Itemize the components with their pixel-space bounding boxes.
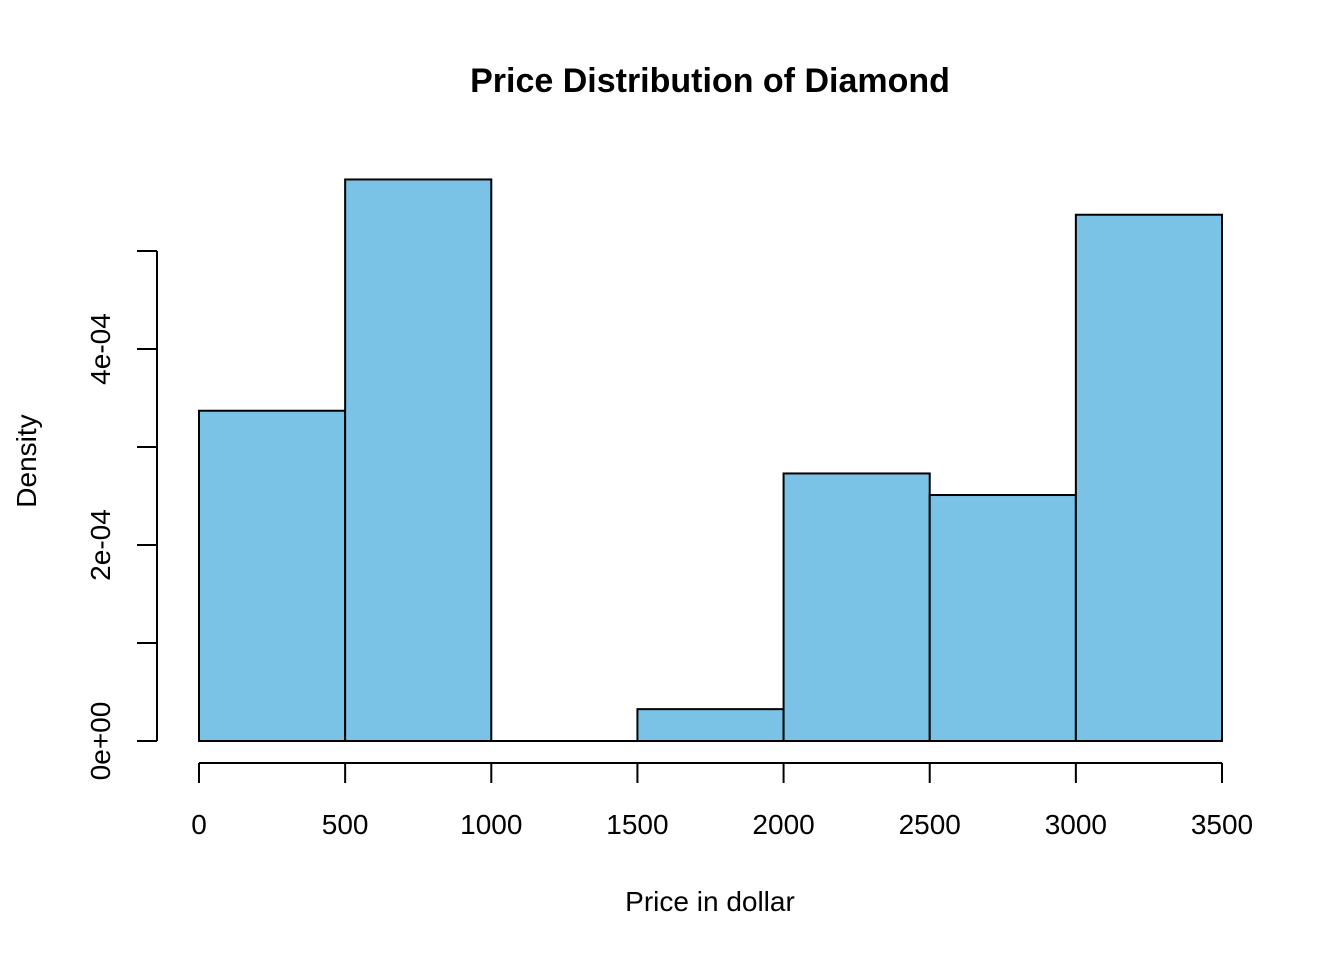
y-axis-label: Density <box>11 414 42 507</box>
x-tick-label-3: 1500 <box>606 809 668 840</box>
histogram-bar-4 <box>782 472 931 742</box>
histogram-bar-1 <box>344 178 493 742</box>
y-tick-label-4: 4e-04 <box>85 313 116 385</box>
x-tick-label-0: 0 <box>191 809 207 840</box>
y-tick-label-2: 2e-04 <box>85 509 116 581</box>
bars-group <box>198 178 1224 743</box>
x-tick-label-2: 1000 <box>460 809 522 840</box>
x-tick-label-5: 2500 <box>899 809 961 840</box>
y-axis: 0e+00 2e-04 4e-04 <box>85 250 158 781</box>
x-axis-label: Price in dollar <box>625 886 795 917</box>
y-tick-label-0: 0e+00 <box>85 702 116 781</box>
histogram-bar-3 <box>636 708 785 743</box>
histogram-bar-5 <box>928 494 1077 742</box>
x-tick-label-7: 3500 <box>1191 809 1253 840</box>
chart-title: Price Distribution of Diamond <box>470 62 950 100</box>
x-tick-label-6: 3000 <box>1045 809 1107 840</box>
x-axis: 0 500 1000 1500 2000 2500 3000 3500 <box>191 762 1253 840</box>
x-tick-label-4: 2000 <box>752 809 814 840</box>
histogram-bar-0 <box>198 409 347 742</box>
x-tick-label-1: 500 <box>322 809 369 840</box>
histogram-bar-6 <box>1074 213 1224 743</box>
